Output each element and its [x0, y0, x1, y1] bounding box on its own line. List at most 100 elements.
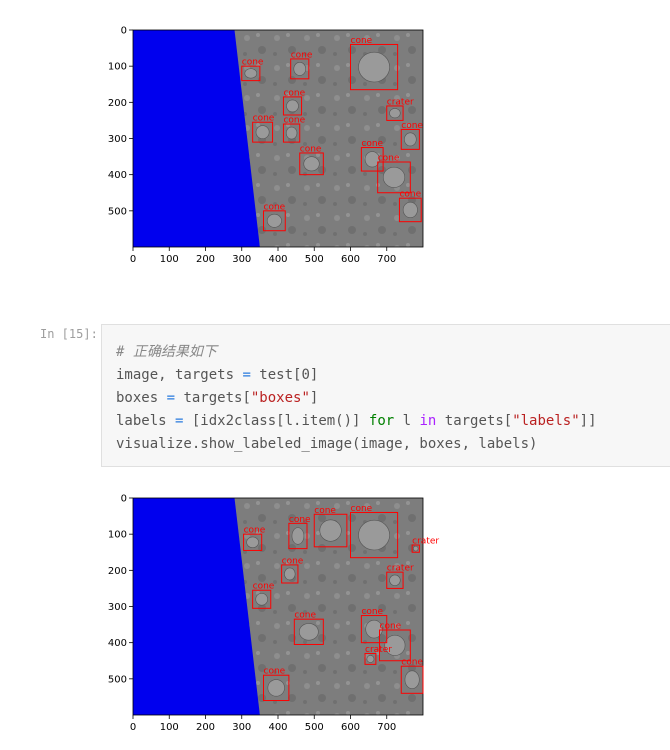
cone-feature [291, 527, 305, 545]
box-label: cone [300, 144, 322, 154]
x-tick-label: 300 [232, 254, 251, 265]
code-string: "labels" [512, 413, 580, 429]
cone-feature [384, 634, 406, 656]
x-tick-label: 0 [130, 722, 136, 733]
code-token: ] [309, 367, 319, 383]
box-label: cone [351, 36, 373, 46]
bounding-box [400, 665, 424, 694]
cone-feature [285, 126, 298, 140]
cone-feature [319, 519, 342, 542]
x-tick-label: 700 [377, 254, 396, 265]
box-label: cone [253, 114, 275, 124]
cone-feature [303, 156, 320, 172]
code-token: boxes [116, 390, 167, 406]
cone-feature [389, 108, 401, 119]
cone-feature [246, 536, 259, 548]
code-operator: = [175, 413, 184, 429]
box-label: cone [361, 139, 383, 149]
cone-feature [364, 151, 380, 168]
box-label: cone [380, 622, 402, 632]
output-image-2: 0 100 200 300 400 500 600 700 0 100 200 300 400 500 co… [0, 468, 670, 750]
box-label: cone [264, 202, 286, 212]
y-tick-label: 300 [108, 602, 127, 613]
y-tick-label: 400 [108, 170, 127, 181]
cone-feature [404, 670, 420, 689]
bounding-box [379, 629, 411, 662]
code-token: [idx2class[l.item()] [183, 413, 369, 429]
x-tick-label: 600 [341, 722, 360, 733]
labeled-image-plot-2: 0 100 200 300 400 500 600 700 0 100 200 300 400 500 co… [108, 494, 439, 734]
box-label: cone [401, 658, 423, 668]
box-label: cone [283, 88, 305, 98]
code-line: visualize.show_labeled_image(image, boxe… [116, 436, 538, 452]
y-tick-label: 400 [108, 638, 127, 649]
box-label: cone [289, 515, 311, 525]
code-token: labels [116, 413, 176, 429]
cone-feature [284, 567, 296, 581]
code-operator: = [242, 367, 251, 383]
box-label: cone [351, 504, 373, 514]
x-tick-label: 200 [196, 254, 215, 265]
cone-feature [365, 619, 383, 639]
cone-feature [358, 519, 390, 551]
bounding-box [350, 511, 399, 559]
x-tick-label: 200 [196, 722, 215, 733]
box-label: cone [291, 50, 313, 60]
cone-feature [266, 213, 282, 228]
cone-feature [298, 623, 319, 641]
bounding-box [364, 653, 377, 665]
x-tick-label: 400 [268, 722, 287, 733]
bounding-box [299, 152, 324, 176]
bounding-box [377, 161, 411, 194]
bounding-box [252, 589, 272, 609]
cone-feature [358, 51, 390, 83]
bounding-box [263, 674, 290, 702]
box-label: cone [282, 556, 304, 566]
code-cell[interactable]: # 正确结果如下 image, targets = test[0] boxes … [101, 324, 670, 467]
cone-feature [286, 99, 299, 113]
bounding-box [281, 564, 299, 584]
bounding-box [360, 147, 384, 172]
code-operator: = [166, 390, 176, 406]
box-label: cone [399, 190, 421, 200]
code-number: 0 [301, 367, 310, 383]
x-tick-label: 100 [160, 254, 179, 265]
box-label: cone [244, 526, 266, 536]
cone-feature [382, 166, 406, 188]
bounding-box [398, 197, 422, 223]
box-label: cone [401, 121, 423, 131]
cone-feature [389, 574, 401, 586]
y-tick-label: 300 [108, 134, 127, 145]
cone-feature [293, 62, 307, 76]
output-image-1: 0 100 200 300 400 500 600 700 0 100 200 300 400 500 co… [0, 0, 670, 300]
y-tick-label: 100 [108, 62, 127, 73]
x-tick-label: 100 [160, 722, 179, 733]
cone-feature [244, 68, 258, 79]
masked-region [133, 30, 260, 247]
y-tick-label: 500 [108, 206, 127, 217]
bounding-box [360, 615, 388, 644]
bounding-box [293, 618, 324, 645]
code-token: targets[ [436, 413, 513, 429]
cell-prompt: In [15]: [40, 327, 98, 341]
code-token: image, targets [116, 367, 243, 383]
cone-feature [255, 125, 270, 140]
code-keyword-in: in [419, 413, 437, 429]
x-tick-label: 500 [305, 722, 324, 733]
box-label: cone [294, 611, 316, 621]
code-token: l [394, 413, 420, 429]
y-tick-label: 100 [108, 530, 127, 541]
box-label: cone [253, 582, 275, 592]
y-tick-label: 500 [108, 674, 127, 685]
code-token: ]] [579, 413, 597, 429]
box-label: crater [365, 645, 392, 655]
cone-feature [402, 201, 418, 218]
x-tick-label: 700 [377, 722, 396, 733]
bounding-box [386, 571, 404, 589]
bounding-box [288, 522, 308, 550]
masked-region [133, 498, 260, 715]
box-label: cone [314, 506, 336, 516]
code-text[interactable]: # 正确结果如下 image, targets = test[0] boxes … [116, 341, 597, 456]
cone-feature [413, 545, 419, 552]
bounding-box [386, 105, 404, 121]
